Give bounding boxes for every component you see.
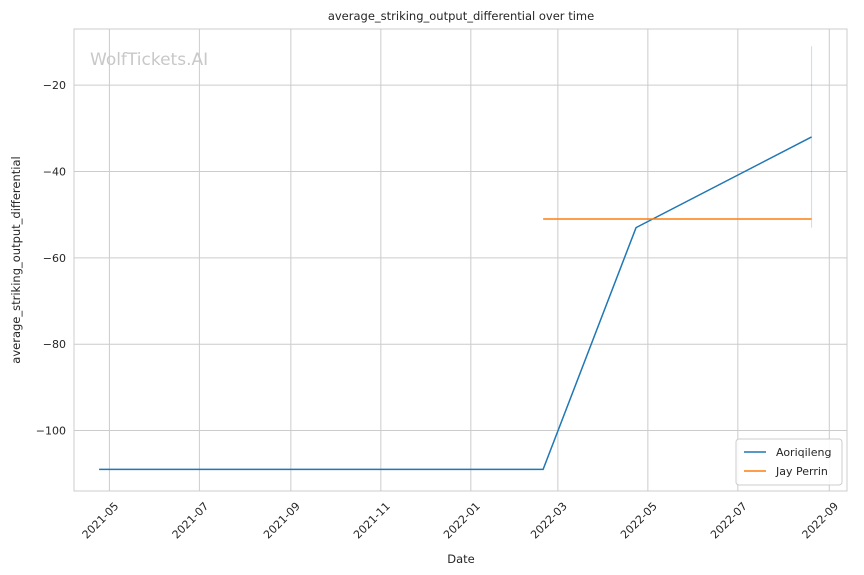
legend: Aoriqileng Jay Perrin bbox=[735, 438, 843, 486]
y-axis-label: average_striking_output_differential bbox=[9, 156, 23, 363]
x-axis-label: Date bbox=[447, 552, 475, 566]
chart-title: average_striking_output_differential ove… bbox=[328, 9, 594, 23]
watermark: WolfTickets.AI bbox=[90, 50, 208, 70]
x-tick-label: 2021-09 bbox=[261, 500, 303, 542]
legend-label: Aoriqileng bbox=[776, 446, 831, 459]
series-line-aoriqileng bbox=[99, 136, 812, 471]
x-tick-label: 2021-07 bbox=[170, 500, 212, 542]
y-tick-label: −20 bbox=[43, 79, 66, 92]
x-tick-label: 2021-11 bbox=[351, 500, 393, 542]
legend-label: Jay Perrin bbox=[775, 465, 828, 478]
plot-area bbox=[73, 28, 848, 492]
x-tick-label: 2022-01 bbox=[441, 500, 483, 542]
x-tick-label: 2022-09 bbox=[800, 500, 842, 542]
y-tick-label: −40 bbox=[43, 165, 66, 178]
legend-box bbox=[735, 438, 843, 486]
y-tick-label: −80 bbox=[43, 338, 66, 351]
x-tick-label: 2022-07 bbox=[708, 500, 750, 542]
y-axis: −20 −40 −60 −80 −100 bbox=[36, 79, 66, 437]
x-tick-label: 2022-03 bbox=[528, 500, 570, 542]
y-tick-label: −100 bbox=[36, 425, 66, 438]
x-tick-label: 2022-05 bbox=[618, 500, 660, 542]
y-tick-label: −60 bbox=[43, 252, 66, 265]
x-axis: 2021-05 2021-07 2021-09 2021-11 2022-01 2022-… bbox=[80, 500, 842, 542]
x-tick-label: 2021-05 bbox=[80, 500, 122, 542]
grid bbox=[74, 29, 847, 491]
series-group bbox=[99, 46, 813, 471]
